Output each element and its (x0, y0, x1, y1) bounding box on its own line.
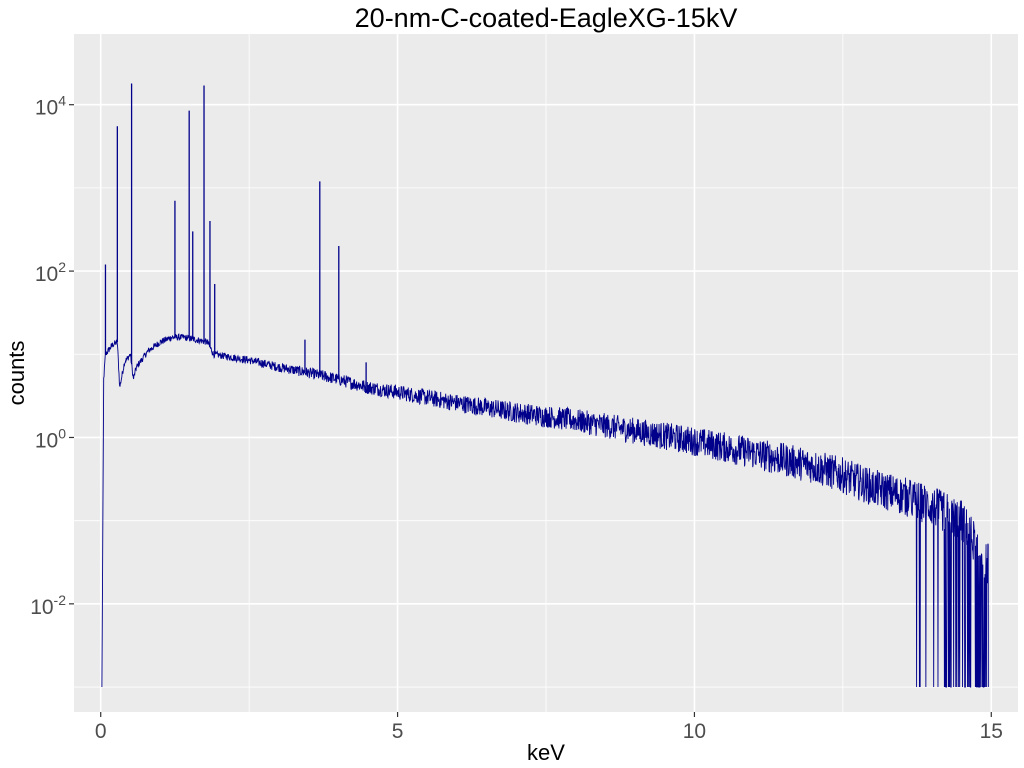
x-tick-label: 15 (980, 720, 1003, 743)
grid-minor (74, 34, 1018, 712)
y-tick-label: 104 (35, 93, 66, 120)
y-tick-label: 102 (35, 259, 66, 286)
axis-ticks (69, 104, 992, 717)
grid-major (74, 34, 1018, 712)
x-tick-label: 0 (95, 720, 107, 743)
y-axis-label: counts (4, 341, 29, 406)
y-tick-label: 100 (35, 425, 66, 452)
y-tick-labels: 10-2 100 102 104 (30, 93, 66, 619)
x-tick-label: 10 (683, 720, 706, 743)
x-tick-labels: 0 5 10 15 (95, 720, 1003, 743)
spectrum-series (101, 83, 989, 688)
y-tick-label: 10-2 (30, 592, 66, 619)
x-tick-label: 5 (392, 720, 404, 743)
chart-title: 20-nm-C-coated-EagleXG-15kV (355, 3, 738, 33)
x-axis-label: keV (527, 740, 565, 765)
spectrum-line (101, 333, 989, 688)
